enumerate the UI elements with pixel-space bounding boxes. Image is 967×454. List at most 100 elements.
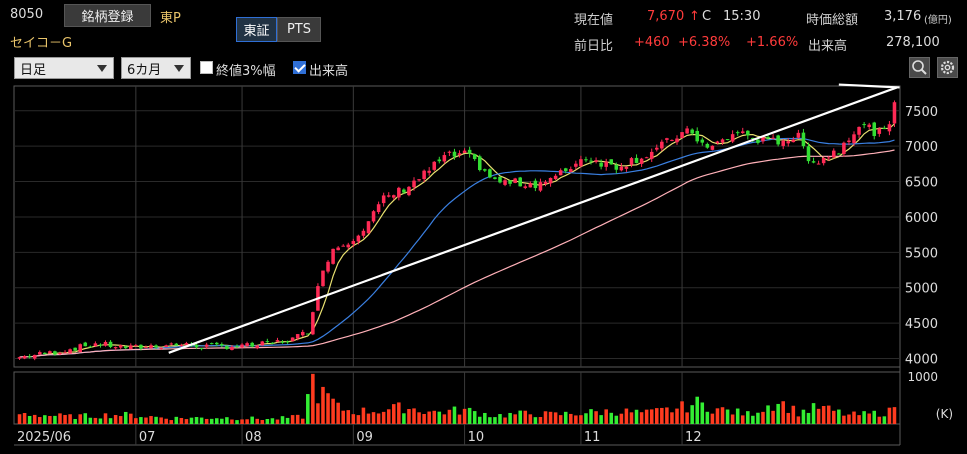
volume-bar (655, 408, 659, 424)
volume-bar (862, 411, 866, 424)
tab-pts[interactable]: PTS (277, 17, 321, 42)
candle (857, 126, 861, 135)
ma-mid-line (19, 137, 895, 358)
candle (376, 204, 381, 213)
chevron-down-icon (174, 65, 184, 72)
volume-bar (609, 412, 614, 424)
volume-bar (275, 419, 280, 424)
candle (655, 147, 659, 150)
candle (639, 158, 644, 164)
candle (134, 345, 138, 347)
candle (361, 230, 366, 236)
candle (619, 166, 624, 171)
volume-bar (53, 415, 57, 424)
volume-bar (523, 410, 528, 424)
candle (604, 161, 608, 167)
volume-bar (821, 405, 826, 424)
volume-bar (123, 411, 128, 424)
change-pct: +6.38% (678, 35, 731, 50)
candle (735, 132, 740, 134)
volume-bar (740, 415, 745, 424)
volume-bar (791, 405, 796, 424)
volume-bar (842, 415, 846, 424)
volume-bar (488, 417, 492, 424)
volume-bar (447, 409, 452, 424)
volume-bar (37, 417, 42, 424)
volume-bar (670, 412, 674, 424)
candle (746, 130, 750, 136)
candle (356, 235, 361, 242)
volume-bar (113, 415, 118, 424)
volume-bar (300, 418, 305, 424)
candle (108, 341, 113, 348)
volume-bar (735, 408, 740, 424)
volume-checkbox[interactable] (293, 61, 306, 74)
settings-button[interactable] (937, 57, 958, 78)
volume-bar (639, 412, 644, 424)
zoom-button[interactable] (909, 57, 930, 78)
candle (412, 180, 416, 188)
volume-bar (498, 414, 502, 424)
candle (98, 344, 103, 346)
candle (83, 342, 88, 347)
volume-bar (356, 415, 361, 424)
volume-bar (629, 412, 634, 424)
volume-bar (240, 419, 244, 424)
candle (563, 168, 568, 171)
market-label: 東P (160, 11, 181, 26)
candle (179, 344, 184, 346)
volume-bar (710, 413, 715, 424)
range-select[interactable]: 6カ月 (121, 57, 191, 79)
volume-unit-label: (K) (936, 407, 953, 421)
period-select[interactable]: 日足 (14, 57, 114, 79)
price-time: 15:30 (723, 9, 761, 24)
chevron-down-icon (97, 65, 107, 72)
candle (725, 139, 730, 141)
candle (331, 248, 335, 264)
volume-bar (786, 412, 791, 424)
candle (538, 182, 543, 191)
volume-bar (614, 415, 619, 424)
y-tick-label: 4500 (905, 317, 938, 332)
volume-bar (407, 409, 411, 424)
volume-bar (144, 417, 148, 424)
volume-bar (27, 415, 32, 424)
candle (548, 177, 553, 184)
candle (311, 312, 315, 335)
candle (826, 157, 831, 159)
volume-bar (331, 398, 335, 424)
candle (346, 244, 351, 248)
volume-bar (402, 413, 406, 424)
volume-bar (93, 417, 98, 424)
volume-bar (285, 417, 290, 424)
volume-bar (776, 403, 780, 424)
candle (32, 354, 37, 359)
volume-bar (386, 409, 391, 424)
volume-bar (361, 407, 366, 424)
volume-bar (73, 419, 77, 424)
register-button[interactable]: 銘柄登録 (64, 4, 151, 27)
volume-bar (857, 415, 861, 424)
candle (58, 352, 62, 354)
volume-bar (326, 393, 330, 424)
volume-value: 278,100 (886, 35, 940, 50)
volume-bar (265, 419, 270, 424)
candle (78, 344, 82, 353)
volume-bar (209, 418, 214, 424)
candle (781, 140, 785, 146)
candle (634, 157, 639, 163)
volume-bar (569, 413, 573, 424)
candle (644, 157, 649, 159)
candle (584, 159, 588, 161)
volume-bar (624, 408, 629, 424)
tab-tosho[interactable]: 東証 (236, 17, 277, 42)
candle (892, 102, 897, 124)
volume-bar (417, 412, 421, 424)
candle (129, 345, 133, 350)
x-tick-label: 09 (356, 430, 373, 445)
candle (275, 340, 280, 342)
volume-bar (199, 417, 204, 424)
close-3pct-checkbox[interactable] (200, 61, 213, 74)
price-label: 現在値 (574, 13, 614, 28)
